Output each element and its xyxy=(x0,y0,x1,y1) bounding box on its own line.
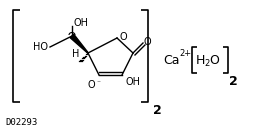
Text: 2+: 2+ xyxy=(179,48,191,58)
Text: HO: HO xyxy=(33,42,48,52)
Text: OH: OH xyxy=(73,18,88,28)
Text: ⁻: ⁻ xyxy=(96,78,100,87)
Text: H: H xyxy=(72,49,79,59)
Text: 2: 2 xyxy=(204,58,209,67)
Text: O: O xyxy=(87,80,95,90)
Text: D02293: D02293 xyxy=(5,118,37,127)
Polygon shape xyxy=(70,34,88,53)
Text: Ca: Ca xyxy=(163,53,180,67)
Text: 2: 2 xyxy=(153,104,162,117)
Text: H: H xyxy=(196,53,205,67)
Text: O: O xyxy=(144,37,152,47)
Text: O: O xyxy=(119,32,127,42)
Text: 2: 2 xyxy=(229,75,238,88)
Text: OH: OH xyxy=(125,77,140,87)
Text: O: O xyxy=(209,53,219,67)
